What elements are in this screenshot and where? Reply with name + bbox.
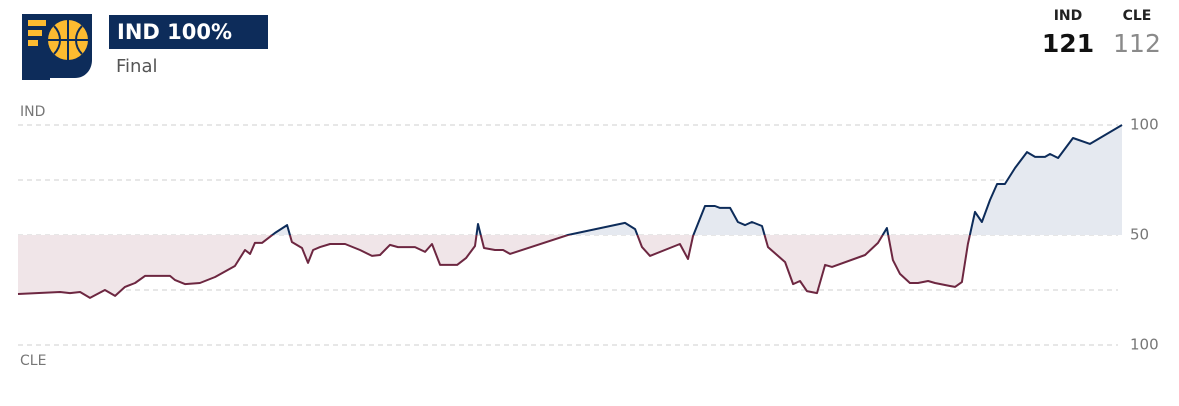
score: 112 [1113,29,1161,58]
top-label: IND [20,104,45,120]
badge-bg [109,15,268,49]
badge: IND 100% [117,20,232,44]
y-tick-label: 100 [1130,116,1159,134]
line-top [270,124,1123,235]
area-bottom [18,235,1122,298]
y-tick-label: 100 [1130,336,1159,354]
score: 121 [1042,29,1094,58]
scores: IND 121 CLE 112 [1042,8,1161,58]
score-team: CLE [1123,8,1152,24]
area-top [18,125,1122,235]
bottom-label: CLE [20,353,46,369]
team-logo [22,14,92,80]
status: Final [116,56,157,77]
y-tick-label: 50 [1130,226,1149,244]
score-team: IND [1054,8,1083,24]
line-bottom [17,235,971,299]
